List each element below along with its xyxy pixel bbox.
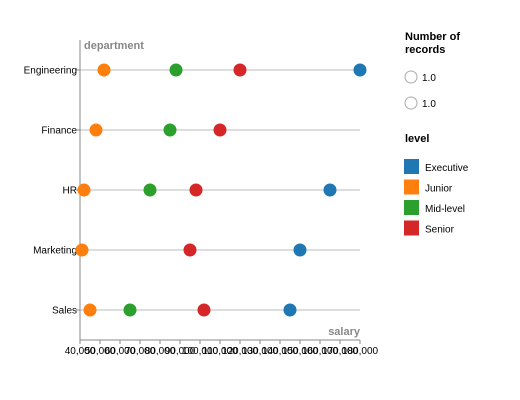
size-legend-title: Number of records bbox=[405, 31, 460, 56]
x-tick-label: 90,000 bbox=[165, 346, 196, 357]
y-tick-label: Marketing bbox=[33, 246, 77, 257]
x-tick-label: 50,000 bbox=[85, 346, 116, 357]
point-executive-engineering bbox=[353, 63, 367, 77]
size-legend-symbol bbox=[404, 96, 418, 110]
point-senior-sales bbox=[197, 303, 211, 317]
department-gridlines bbox=[80, 69, 360, 311]
x-axis-title: salary bbox=[328, 326, 361, 338]
point-junior-finance bbox=[89, 123, 103, 137]
x-tick-label: 150,000 bbox=[282, 346, 319, 357]
size-legend-symbol bbox=[404, 70, 418, 84]
point-executive-marketing bbox=[293, 243, 307, 257]
y-tick-label: Engineering bbox=[24, 66, 77, 77]
x-tick-label: 80,000 bbox=[145, 346, 176, 357]
point-mid-level-finance bbox=[163, 123, 177, 137]
point-mid-level-hr bbox=[143, 183, 157, 197]
point-junior-hr bbox=[77, 183, 91, 197]
y-tick-label: Finance bbox=[41, 126, 77, 137]
size-legend-items: 1.0 1.0 bbox=[404, 70, 436, 110]
y-tick-labels: Engineering Finance HR Marketing Sales bbox=[24, 66, 80, 317]
point-executive-sales bbox=[283, 303, 297, 317]
point-executive-hr bbox=[323, 183, 337, 197]
x-tick-label: 70,000 bbox=[125, 346, 156, 357]
x-tick-label: 110,000 bbox=[202, 346, 238, 357]
point-senior-hr bbox=[189, 183, 203, 197]
point-senior-marketing bbox=[183, 243, 197, 257]
x-tick-label: 100,000 bbox=[182, 346, 219, 357]
point-junior-sales bbox=[83, 303, 97, 317]
size-legend-label: 1.0 bbox=[422, 73, 436, 84]
color-legend-title: level bbox=[405, 133, 429, 145]
y-tick-label: HR bbox=[63, 186, 77, 197]
point-junior-engineering bbox=[97, 63, 111, 77]
legend-swatch-mid-level bbox=[404, 200, 419, 215]
legend-swatch-junior bbox=[404, 179, 419, 195]
legend: Number of records 1.0 1.0 level Executive J… bbox=[404, 31, 469, 236]
legend-label-mid-level: Mid-level bbox=[425, 204, 465, 215]
point-senior-finance bbox=[213, 123, 227, 137]
x-tick-labels: 40,00050,00060,00070,00080,00090,000100,… bbox=[65, 340, 379, 357]
legend-label-executive: Executive bbox=[425, 163, 469, 174]
y-tick-label: Sales bbox=[52, 306, 77, 317]
x-tick-label: 140,000 bbox=[262, 346, 299, 357]
point-mid-level-engineering bbox=[169, 63, 183, 77]
x-tick-label: 60,000 bbox=[105, 346, 136, 357]
data-points bbox=[75, 63, 367, 317]
x-tick-label: 160,000 bbox=[302, 346, 339, 357]
point-junior-marketing bbox=[75, 243, 89, 257]
legend-swatch-senior bbox=[404, 220, 419, 236]
x-tick-label: 40,000 bbox=[65, 346, 96, 357]
legend-label-senior: Senior bbox=[425, 225, 455, 236]
legend-swatch-executive bbox=[404, 159, 419, 174]
point-mid-level-sales bbox=[123, 303, 137, 317]
color-legend-items: Executive Junior Mid-level Senior bbox=[404, 159, 469, 236]
x-tick-label: 170,000 bbox=[322, 346, 359, 357]
x-tick-label: 120,000 bbox=[222, 346, 259, 357]
x-tick-label: 180,000 bbox=[342, 346, 379, 357]
x-tick-label: 130,000 bbox=[242, 346, 279, 357]
y-axis-title: department bbox=[84, 40, 144, 52]
legend-label-junior: Junior bbox=[425, 184, 453, 195]
size-legend-label: 1.0 bbox=[422, 99, 436, 110]
point-senior-engineering bbox=[233, 63, 247, 77]
